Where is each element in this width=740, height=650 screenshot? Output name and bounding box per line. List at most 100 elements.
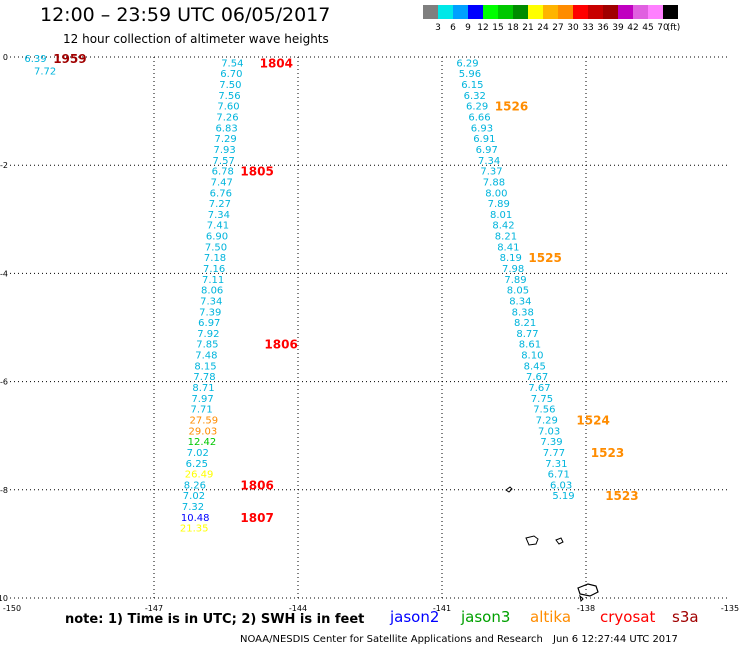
y-tick-label: -8: [0, 486, 8, 495]
wave-height-value: 7.26: [216, 113, 238, 124]
wave-height-value: 6.93: [471, 123, 493, 134]
wave-height-value: 8.38: [512, 307, 534, 318]
x-tick-label: -135: [721, 604, 739, 613]
wave-height-value: 7.54: [221, 58, 243, 69]
legend-swatch: [453, 5, 468, 19]
legend-tick-label: (ft): [666, 23, 681, 33]
wave-height-value: 8.21: [514, 318, 536, 329]
legend-swatch: [438, 5, 453, 19]
wave-height-value: 7.29: [214, 134, 236, 145]
legend-swatch: [633, 5, 648, 19]
legend-swatch: [618, 5, 633, 19]
wave-height-value: 7.56: [533, 405, 555, 416]
wave-height-value: 6.91: [473, 134, 495, 145]
mission-label-s3a: s3a: [672, 608, 699, 626]
generated-timestamp: Jun 6 12:27:44 UTC 2017: [553, 634, 678, 645]
page-subtitle: 12 hour collection of altimeter wave hei…: [63, 32, 329, 46]
wave-height-value: 8.06: [201, 286, 223, 297]
x-tick-label: -138: [577, 604, 595, 613]
wave-height-value: 7.27: [209, 199, 231, 210]
wave-height-value: 5.19: [552, 491, 574, 502]
wave-height-value: 7.03: [538, 426, 560, 437]
wave-height-value: 7.67: [526, 372, 548, 383]
mission-label-jason3: jason3: [461, 608, 511, 626]
wave-height-value: 7.31: [545, 459, 567, 470]
wave-height-value: 6.83: [215, 123, 237, 134]
legend-swatch: [648, 5, 663, 19]
wave-height-value: 6.71: [548, 470, 570, 481]
wave-height-value: 7.56: [218, 91, 240, 102]
legend-tick-label: 30: [567, 23, 579, 33]
wave-height-value: 7.93: [214, 145, 236, 156]
y-tick-label: -6: [0, 378, 8, 387]
wave-height-value: 7.39: [199, 307, 221, 318]
wave-height-value: 7.11: [202, 275, 224, 286]
wave-height-value: 7.50: [219, 80, 241, 91]
wave-height-value: 7.89: [504, 275, 526, 286]
wave-height-value: 6.66: [468, 113, 490, 124]
wave-height-value: 7.02: [187, 448, 209, 459]
wave-height-value: 7.88: [483, 177, 505, 188]
wave-height-value: 7.89: [488, 199, 510, 210]
island-shape: [555, 537, 564, 545]
legend-tick-label: 27: [552, 23, 564, 33]
credit-text: NOAA/NESDIS Center for Satellite Applica…: [240, 634, 543, 645]
wave-height-value: 10.48: [181, 513, 210, 524]
wave-height-value: 8.19: [500, 253, 522, 264]
legend-tick-label: 24: [537, 23, 549, 33]
x-tick-label: -141: [433, 604, 451, 613]
legend-swatch: [528, 5, 543, 19]
pass-time-label: 1806: [240, 478, 273, 492]
legend-swatch: [543, 5, 558, 19]
wave-height-value: 7.47: [211, 177, 233, 188]
wave-height-value: 7.18: [204, 253, 226, 264]
wave-height-value: 7.34: [208, 210, 230, 221]
wave-height-value: 7.85: [196, 340, 218, 351]
wave-height-value: 8.34: [509, 296, 531, 307]
y-tick-label: -2: [0, 161, 8, 170]
wave-height-value: 8.26: [184, 480, 206, 491]
island-shape: [505, 486, 513, 493]
wave-height-value: 6.76: [210, 188, 232, 199]
wave-height-value: 7.41: [207, 221, 229, 232]
wave-height-value: 7.16: [203, 264, 225, 275]
pass-time-label: 1523: [591, 446, 624, 460]
wave-height-value: 7.97: [191, 394, 213, 405]
legend-swatch: [558, 5, 573, 19]
legend-tick-label: 70: [657, 23, 669, 33]
wave-height-value: 7.48: [195, 351, 217, 362]
wave-height-value: 6.78: [212, 167, 234, 178]
wave-height-value: 8.77: [516, 329, 538, 340]
wave-height-value: 7.39: [540, 437, 562, 448]
y-tick-label: -4: [0, 269, 8, 278]
island-shape: [577, 583, 599, 597]
wave-height-value: 7.72: [34, 67, 56, 78]
wave-height-value: 7.34: [200, 296, 222, 307]
x-tick-label: -150: [3, 604, 21, 613]
wave-height-value: 7.50: [205, 242, 227, 253]
island-shape: [579, 594, 584, 603]
x-tick-label: -147: [145, 604, 163, 613]
legend-tick-label: 6: [450, 23, 456, 33]
wave-height-value: 6.32: [464, 91, 486, 102]
legend-swatch: [423, 5, 438, 19]
wave-height-value: 6.70: [220, 69, 242, 80]
pass-time-label: 1804: [260, 56, 293, 70]
legend-tick-label: 18: [507, 23, 519, 33]
wave-height-value: 6.39: [24, 54, 46, 65]
wave-height-value: 6.03: [550, 480, 572, 491]
legend-tick-label: 39: [612, 23, 624, 33]
mission-label-cryosat: cryosat: [600, 608, 656, 626]
x-tick-label: -144: [289, 604, 307, 613]
legend-swatch: [468, 5, 483, 19]
mission-label-altika: altika: [530, 608, 572, 626]
legend-tick-label: 45: [642, 23, 654, 33]
footer-note: note: 1) Time is in UTC; 2) SWH is in fe…: [65, 612, 365, 627]
wave-height-value: 7.29: [536, 415, 558, 426]
island-shape: [525, 535, 539, 546]
legend-tick-label: 12: [477, 23, 489, 33]
pass-time-label: 1805: [240, 165, 273, 179]
wave-height-value: 26.49: [185, 470, 214, 481]
legend-swatch: [513, 5, 528, 19]
wave-height-value: 7.98: [502, 264, 524, 275]
